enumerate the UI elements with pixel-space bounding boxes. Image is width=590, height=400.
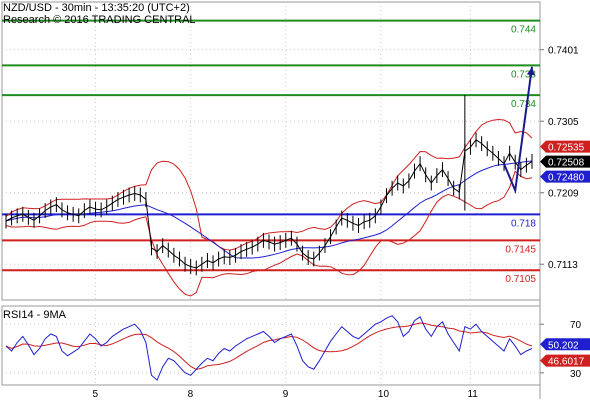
price-line: [5, 139, 533, 269]
price-badge-label: 0.72508: [548, 158, 585, 169]
level-label: 0.738: [511, 69, 536, 80]
price-badge: [540, 155, 590, 168]
price-tick-label: 0.7209: [548, 189, 579, 200]
level-label: 0.718: [511, 218, 536, 229]
level-label: 0.744: [511, 25, 536, 36]
time-tick-label: 9: [283, 389, 289, 400]
rsi-badge-label: 46.6017: [548, 357, 585, 368]
rsi-panel-label: RSI14 - 9MA: [3, 309, 66, 321]
projection-path: [503, 66, 533, 195]
level-label: 0.734: [511, 99, 536, 110]
price-badge-label: 0.72480: [548, 173, 585, 184]
price-badge: [540, 170, 590, 183]
price-tick-label: 0.7305: [548, 117, 579, 128]
bollinger-lower: [5, 170, 533, 297]
rsi-tick-label: 70: [570, 320, 582, 331]
time-tick-label: 5: [93, 389, 99, 400]
rsi-badge: [540, 354, 590, 367]
time-tick-label: 10: [378, 389, 390, 400]
time-tick-label: 11: [467, 389, 478, 400]
research-credit: Research © 2016 TRADING CENTRAL: [3, 14, 196, 26]
moving-average: [5, 160, 533, 259]
rsi-line: [5, 315, 533, 381]
rsi-badge-label: 50.202: [548, 340, 579, 351]
rsi-badge: [540, 338, 590, 351]
rsi-tick-label: 30: [570, 369, 582, 380]
projection-arrowhead: [527, 66, 535, 76]
price-tick-label: 0.7113: [548, 260, 578, 271]
bollinger-upper: [5, 118, 533, 251]
price-badge: [540, 140, 590, 153]
rsi-ma-line: [5, 322, 533, 371]
price-badge-label: 0.72535: [548, 143, 585, 154]
time-tick-label: 8: [188, 389, 194, 400]
price-panel-frame: [1, 1, 541, 301]
price-tick-label: 0.7401: [548, 46, 579, 57]
level-label: 0.7105: [505, 274, 536, 285]
chart-title: NZD/USD - 30min - 13:35:20 (UTC+2): [3, 2, 190, 14]
level-label: 0.7145: [505, 244, 536, 255]
